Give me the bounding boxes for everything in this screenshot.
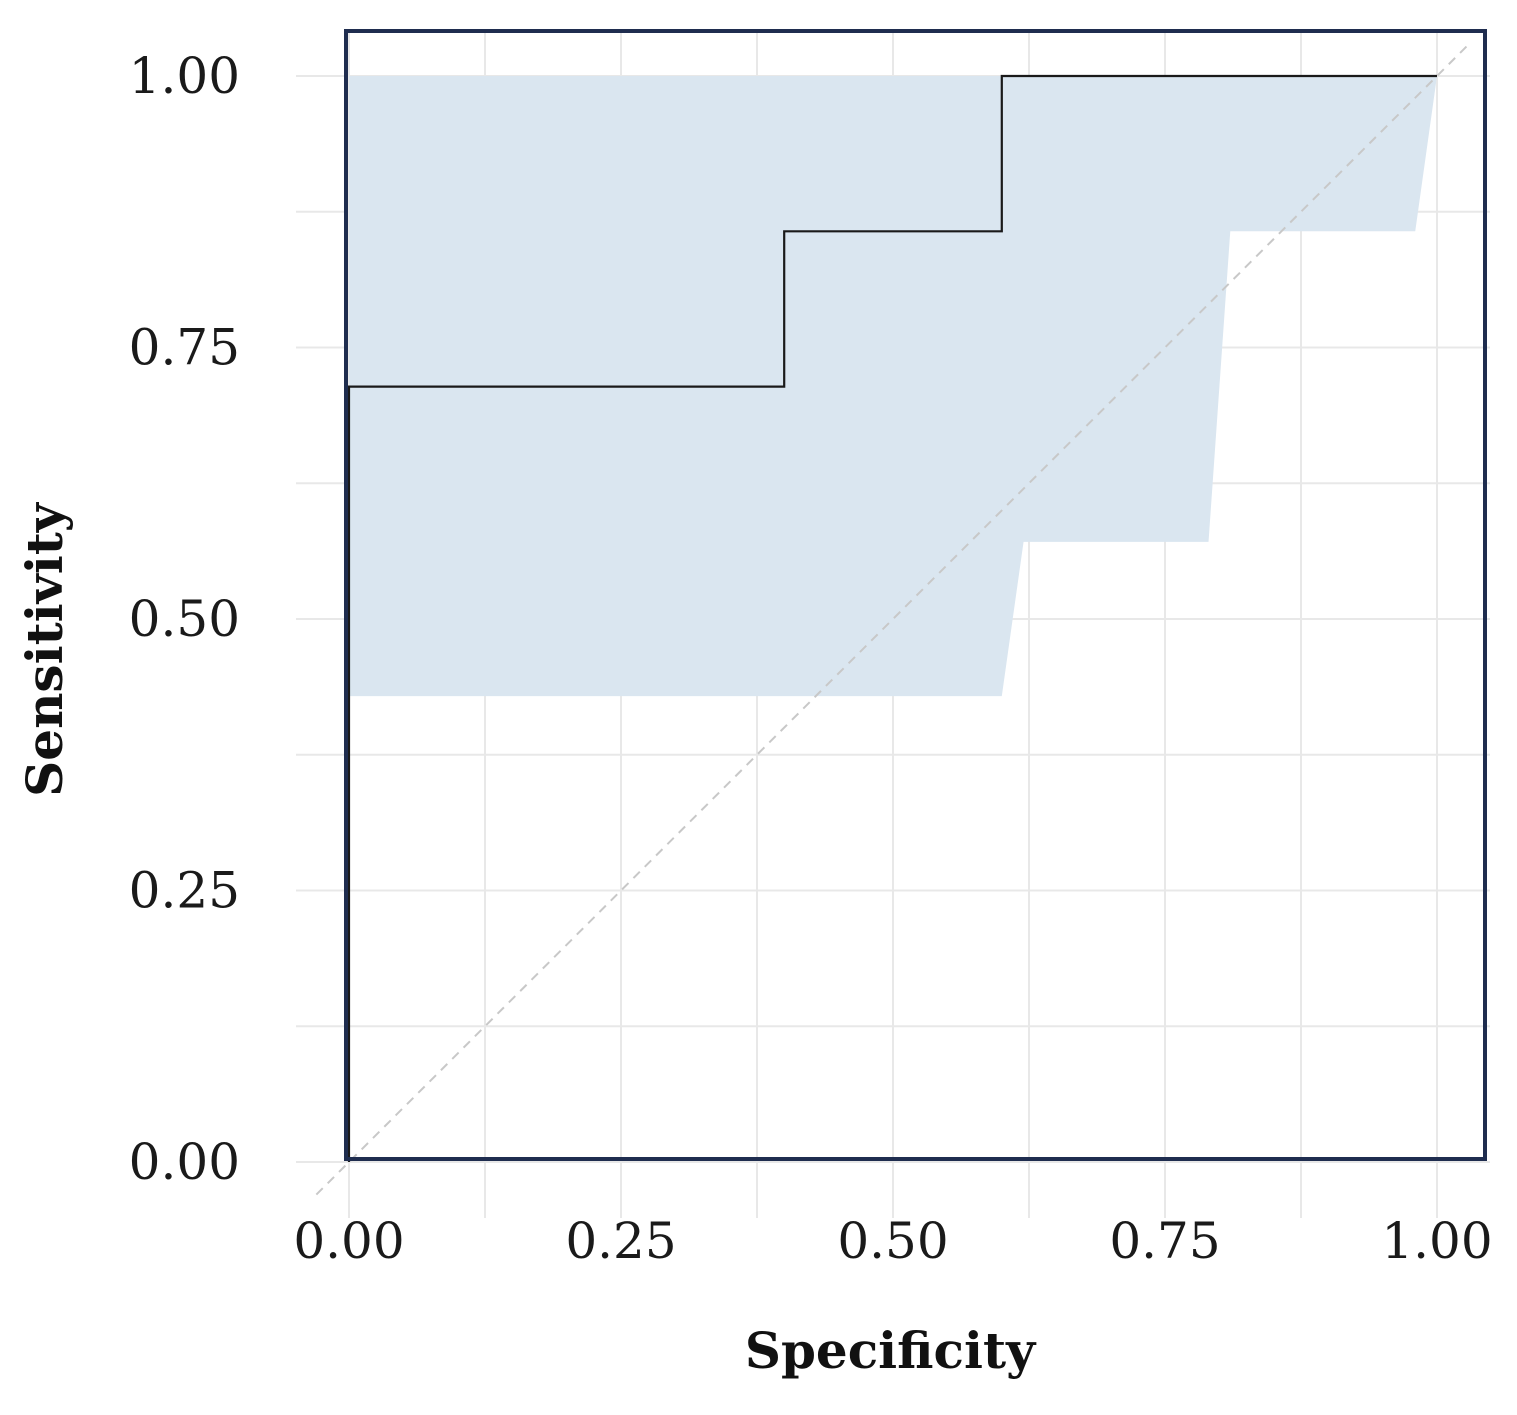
x-tick-label: 0.25 [565,1212,676,1270]
y-tick-labels: 0.00 0.25 0.50 0.75 1.00 [129,47,240,1191]
y-tick-label: 0.25 [129,862,240,920]
x-tick-label: 0.75 [1109,1212,1220,1270]
y-axis-title: Sensitivity [15,501,74,797]
y-tick-label: 1.00 [129,47,240,105]
x-axis-title: Specificity [745,1321,1037,1380]
y-tick-label: 0.50 [129,590,240,648]
roc-curve [347,74,1437,1162]
x-tick-labels: 0.00 0.25 0.50 0.75 1.00 [293,1212,1492,1270]
y-tick-label: 0.75 [129,319,240,377]
confidence-band [349,76,1437,697]
roc-step-line [347,74,1437,1162]
x-tick-label: 0.00 [293,1212,404,1270]
x-tick-label: 0.50 [837,1212,948,1270]
plot-frame [344,29,1487,1161]
confidence-band-area [349,76,1437,697]
plot-border [344,29,1487,1161]
y-tick-label: 0.00 [129,1133,240,1191]
x-tick-label: 1.00 [1381,1212,1492,1270]
